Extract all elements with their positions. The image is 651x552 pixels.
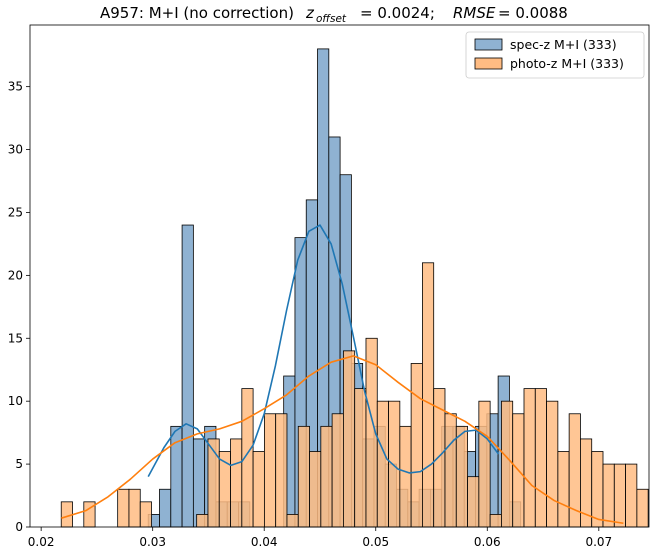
title-text: A957: M+I (no correction) bbox=[100, 4, 294, 22]
histogram-bar bbox=[331, 413, 344, 528]
histogram-bar bbox=[252, 451, 265, 528]
legend-swatch-1 bbox=[474, 57, 503, 70]
title-rmse-value: = 0.0088 bbox=[498, 4, 568, 22]
series-bars-1 bbox=[60, 262, 649, 528]
title-z-value: = 0.0024; bbox=[360, 4, 435, 22]
histogram-bar bbox=[557, 451, 570, 528]
histogram-bar bbox=[625, 463, 638, 528]
y-tick-label: 30 bbox=[8, 143, 23, 157]
histogram-bar bbox=[196, 514, 209, 528]
x-tick-label: 0.04 bbox=[251, 535, 278, 549]
histogram-bar bbox=[501, 400, 514, 528]
kde-line-1 bbox=[60, 355, 624, 525]
histogram-bar bbox=[478, 400, 491, 528]
histogram-bar bbox=[636, 488, 649, 528]
histogram-bar bbox=[410, 363, 423, 528]
y-tick-label: 15 bbox=[8, 331, 23, 345]
legend-label-0: spec-z M+I (333) bbox=[510, 37, 617, 52]
legend: spec-z M+I (333) photo-z M+I (333) bbox=[465, 31, 645, 79]
histogram-bar bbox=[320, 425, 333, 528]
y-tick-label: 10 bbox=[8, 394, 23, 408]
axes-frame bbox=[29, 24, 650, 528]
histogram-bar bbox=[309, 451, 322, 528]
kde-line-0 bbox=[147, 224, 500, 478]
histogram-bar bbox=[455, 425, 468, 528]
chart-title: A957: M+I (no correction) z offset = 0.0… bbox=[100, 4, 568, 25]
histogram-bar bbox=[297, 425, 310, 528]
histogram-bar bbox=[181, 224, 194, 528]
histogram-bar bbox=[159, 488, 172, 528]
x-tick-label: 0.07 bbox=[585, 535, 612, 549]
y-tick-label: 0 bbox=[15, 520, 23, 534]
histogram-bar bbox=[128, 488, 141, 528]
legend-box bbox=[465, 31, 645, 79]
histogram-bar bbox=[192, 438, 206, 528]
axes: 0.02 0.03 0.04 0.05 0.06 0.07 0 5 10 15 20 25 30 35 bbox=[8, 24, 650, 549]
histogram-bar bbox=[230, 438, 243, 528]
histogram-bar bbox=[467, 476, 480, 528]
x-tick-label: 0.06 bbox=[474, 535, 501, 549]
x-tick-label: 0.05 bbox=[362, 535, 389, 549]
histogram-bar bbox=[275, 413, 288, 528]
histogram-bar bbox=[422, 262, 435, 528]
legend-label-1: photo-z M+I (333) bbox=[510, 56, 624, 71]
histogram-bar bbox=[534, 388, 547, 528]
title-rmse-symbol: RMSE bbox=[453, 4, 496, 22]
histogram-bar bbox=[433, 388, 446, 528]
legend-swatch-0 bbox=[474, 38, 503, 51]
histogram-bar bbox=[523, 388, 536, 528]
histogram-bar bbox=[489, 514, 502, 528]
plot-area bbox=[60, 48, 649, 528]
histogram-bar bbox=[444, 413, 457, 528]
histogram-bar bbox=[263, 413, 277, 528]
histogram-bar bbox=[117, 488, 130, 528]
histogram-bar bbox=[286, 514, 299, 528]
y-tick-label: 5 bbox=[15, 457, 23, 471]
histogram-bar bbox=[139, 501, 152, 528]
histogram-bar bbox=[376, 400, 389, 528]
y-tick-label: 35 bbox=[8, 80, 23, 94]
histogram-bar bbox=[546, 400, 559, 528]
histogram-bar bbox=[343, 350, 356, 528]
histogram-bar bbox=[591, 451, 604, 528]
histogram-bar bbox=[602, 463, 615, 528]
y-tick-label: 25 bbox=[8, 205, 23, 219]
x-tick-label: 0.03 bbox=[139, 535, 166, 549]
histogram-bar bbox=[388, 400, 401, 528]
title-z-symbol: z bbox=[305, 4, 315, 22]
x-tick-label: 0.02 bbox=[28, 535, 55, 549]
histogram-bar bbox=[354, 388, 367, 528]
histogram-bar bbox=[613, 463, 626, 528]
title-z-subscript: offset bbox=[316, 13, 347, 25]
histogram-bar bbox=[241, 388, 254, 528]
histogram-bar bbox=[399, 425, 412, 528]
y-tick-label: 20 bbox=[8, 268, 23, 282]
